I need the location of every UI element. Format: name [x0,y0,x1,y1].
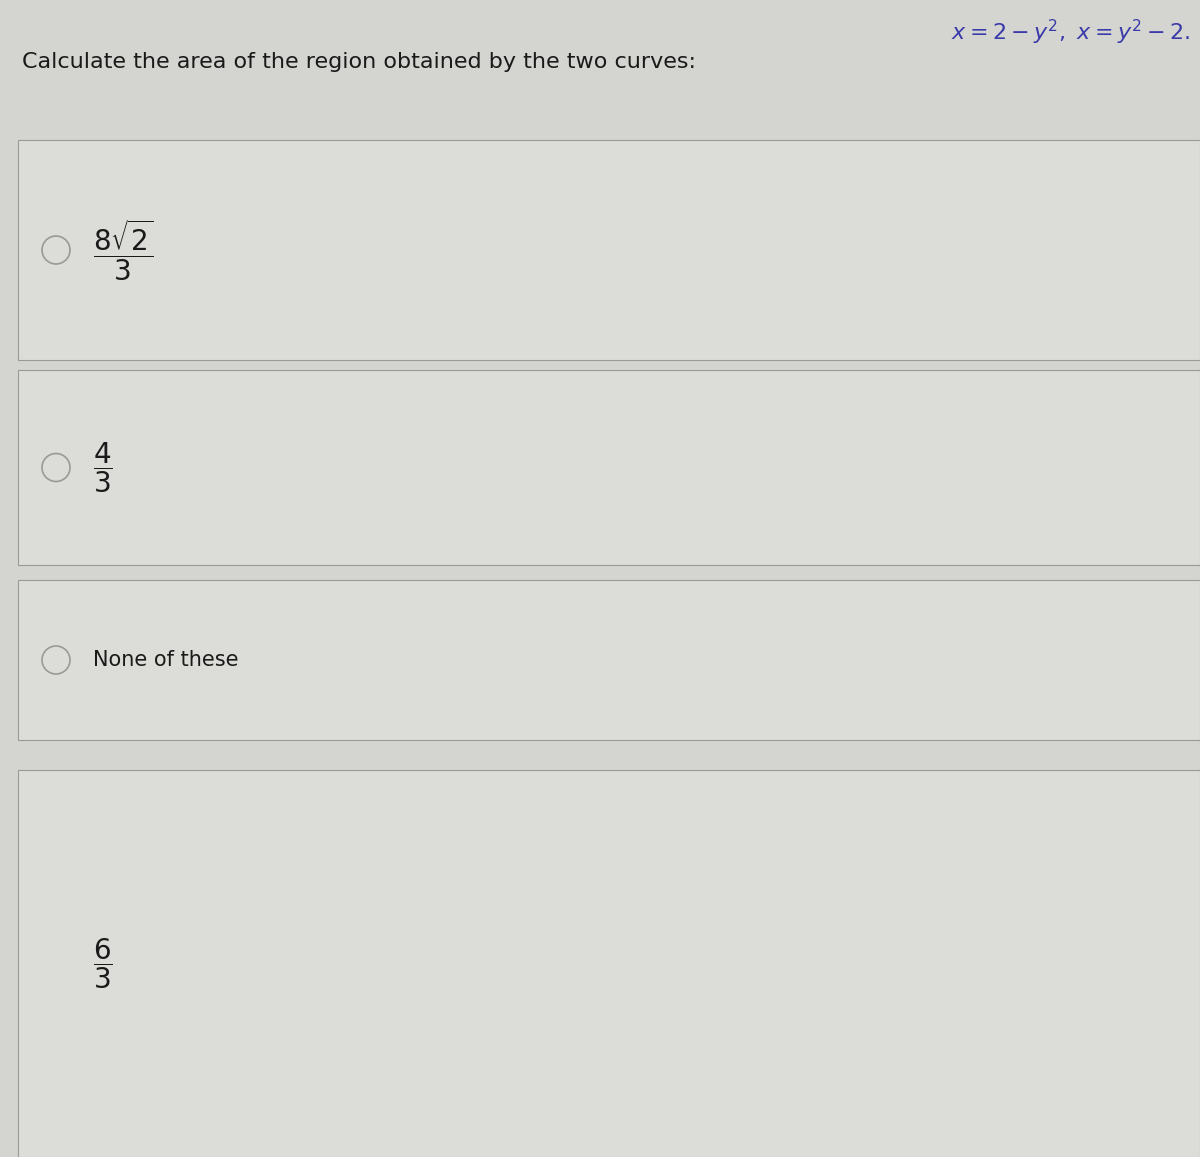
Text: None of these: None of these [94,650,239,670]
Text: $x=2-y^2,\ x=y^2-2.$: $x=2-y^2,\ x=y^2-2.$ [950,19,1190,47]
Text: Calculate the area of the region obtained by the two curves:: Calculate the area of the region obtaine… [22,52,696,72]
Bar [18,771,1200,1157]
Bar [18,370,1200,565]
Bar [18,140,1200,360]
Bar [18,580,1200,740]
Text: $\dfrac{8\sqrt{2}}{3}$: $\dfrac{8\sqrt{2}}{3}$ [94,218,154,282]
Text: $\dfrac{6}{3}$: $\dfrac{6}{3}$ [94,936,113,990]
Text: $\dfrac{4}{3}$: $\dfrac{4}{3}$ [94,440,113,495]
